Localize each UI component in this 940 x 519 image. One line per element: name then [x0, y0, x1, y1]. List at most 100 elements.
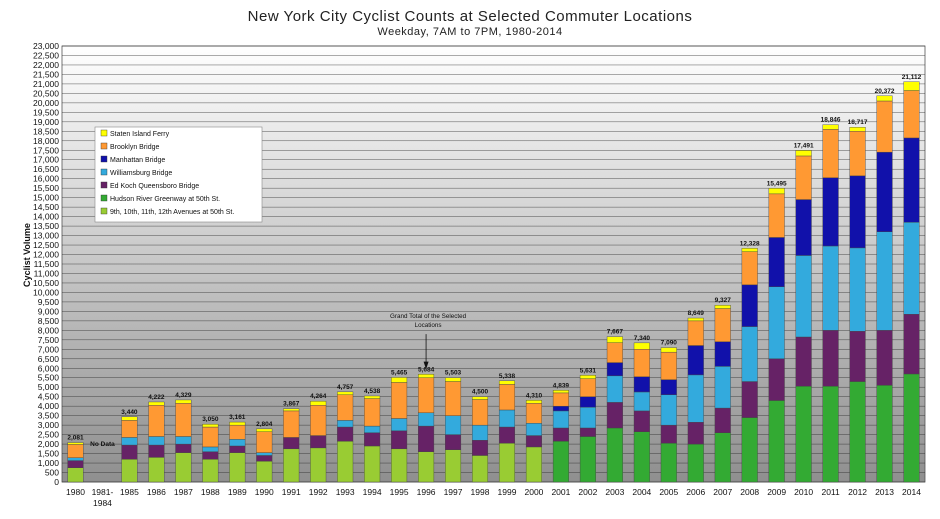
bar-segment: [633, 391, 650, 412]
y-tick-label: 6,500: [38, 354, 60, 364]
bar-total-label: 5,503: [445, 370, 462, 377]
legend-entry: Manhattan Bridge: [110, 157, 165, 164]
x-tick-label: 1998: [471, 487, 490, 497]
bar-total-label: 4,757: [337, 384, 354, 391]
bar-segment: [687, 443, 704, 483]
bar-segment: [202, 459, 219, 483]
legend-entry: Staten Island Ferry: [110, 131, 170, 138]
bar-segment: [849, 381, 866, 483]
bar-segment: [822, 330, 839, 387]
bar-total-label: 15,495: [767, 180, 787, 187]
bar-segment: [202, 446, 219, 452]
x-tick-label: 2007: [713, 487, 732, 497]
bar-segment: [175, 399, 192, 404]
bar-segment: [768, 237, 785, 287]
bar-total-label: 7,090: [661, 340, 678, 347]
bar-segment: [795, 386, 812, 483]
bar-total-label: 3,440: [121, 409, 138, 416]
bar-segment: [822, 124, 839, 130]
y-tick-label: 7,500: [38, 335, 60, 345]
bar-segment: [714, 304, 731, 309]
bar-segment: [660, 442, 677, 483]
bar-segment: [579, 427, 596, 437]
bar-segment: [876, 330, 893, 386]
no-data-label: No Data: [90, 441, 115, 448]
x-tick-label: 2013: [875, 487, 894, 497]
y-tick-label: 13,000: [33, 231, 59, 241]
bar-segment: [175, 452, 192, 483]
bar-total-label: 4,839: [553, 382, 570, 389]
bar-segment: [525, 400, 542, 404]
bar-segment: [498, 442, 516, 483]
chart-subtitle: Weekday, 7AM to 7PM, 1980-2014: [377, 26, 563, 38]
bar-segment: [498, 380, 516, 385]
bar-segment: [364, 425, 381, 433]
bar-segment: [229, 421, 246, 426]
x-tick-label: 1987: [174, 487, 193, 497]
bar-segment: [606, 342, 623, 363]
bar-segment: [849, 247, 866, 332]
bar-segment: [741, 248, 758, 252]
bar-segment: [606, 336, 623, 343]
bar-segment: [714, 341, 731, 367]
bar-segment: [67, 444, 84, 458]
x-tick-label: 1999: [498, 487, 517, 497]
bar-segment: [364, 432, 381, 447]
bar-segment: [337, 420, 354, 428]
x-tick-label: 1990: [255, 487, 274, 497]
bar-segment: [310, 435, 327, 449]
bar-segment: [283, 437, 300, 450]
y-tick-label: 16,000: [33, 174, 59, 184]
x-tick-label: 1986: [147, 487, 166, 497]
legend-entry: Williamsburg Bridge: [110, 170, 172, 177]
bar-segment: [795, 336, 812, 387]
bar-segment: [202, 426, 219, 448]
y-tick-label: 9,500: [38, 297, 60, 307]
y-tick-label: 15,000: [33, 193, 59, 203]
bar-segment: [579, 396, 596, 408]
bar-segment: [903, 90, 920, 139]
bar-segment: [148, 457, 165, 483]
legend-swatch: [100, 168, 108, 176]
bar-segment: [337, 394, 354, 421]
bar-segment: [256, 460, 273, 483]
x-tick-label: 1988: [201, 487, 220, 497]
y-tick-label: 18,500: [33, 126, 59, 136]
y-tick-label: 11,000: [34, 268, 60, 278]
legend-entry: Ed Koch Queensboro Bridge: [110, 183, 199, 190]
bar-total-label: 8,649: [688, 310, 705, 317]
legend-swatch: [100, 181, 108, 189]
y-tick-label: 22,000: [33, 60, 59, 70]
bar-total-label: 4,500: [472, 389, 489, 396]
bar-segment: [445, 415, 462, 435]
bar-total-label: 5,684: [418, 366, 435, 373]
bar-segment: [283, 410, 300, 438]
bar-segment: [148, 436, 165, 446]
bar-segment: [741, 284, 758, 327]
y-tick-label: 19,000: [33, 117, 59, 127]
bar-segment: [687, 422, 704, 445]
bar-segment: [552, 392, 569, 407]
bar-segment: [579, 375, 596, 379]
bar-segment: [445, 381, 462, 416]
bar-segment: [364, 395, 381, 399]
y-tick-label: 10,000: [33, 287, 59, 297]
y-tick-label: 15,500: [33, 183, 59, 193]
bar-total-label: 4,222: [148, 394, 165, 401]
y-tick-label: 12,000: [33, 250, 59, 260]
bar-segment: [849, 126, 866, 132]
x-tick-label: 1995: [390, 487, 409, 497]
bar-segment: [445, 449, 462, 483]
bar-segment: [202, 423, 219, 428]
y-tick-label: 7,000: [38, 344, 60, 354]
bar-segment: [849, 131, 866, 177]
bar-segment: [175, 403, 192, 437]
y-tick-label: 10,500: [33, 278, 59, 288]
y-tick-label: 11,500: [34, 259, 60, 269]
bar-total-label: 18,846: [821, 117, 841, 124]
bar-segment: [714, 407, 731, 433]
y-tick-label: 12,500: [33, 240, 59, 250]
bar-segment: [418, 412, 435, 427]
bar-segment: [714, 366, 731, 409]
bar-segment: [687, 374, 704, 423]
